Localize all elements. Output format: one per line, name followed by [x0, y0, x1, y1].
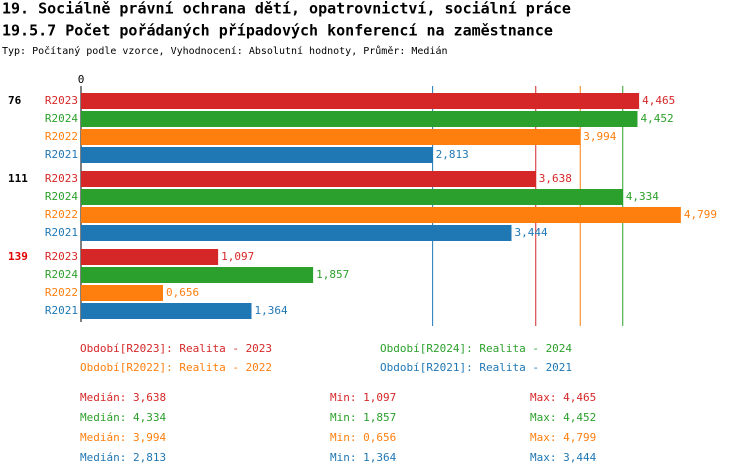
bar	[81, 285, 163, 301]
stat-label: Min: 1,097	[330, 391, 396, 404]
stat-label: Medián: 2,813	[80, 451, 166, 464]
chart-note: Typ: Počítaný podle vzorce, Vyhodnocení:…	[2, 45, 448, 57]
value-label: 1,097	[221, 250, 254, 263]
stat-label: Max: 4,465	[530, 391, 596, 404]
bar	[81, 207, 681, 223]
x-tick-label: 0	[78, 73, 85, 86]
series-label: R2024	[45, 112, 78, 125]
series-label: R2023	[45, 94, 78, 107]
value-label: 4,465	[642, 94, 675, 107]
bar	[81, 267, 314, 283]
series-label: R2022	[45, 286, 78, 299]
value-label: 3,994	[583, 130, 616, 143]
value-label: 4,452	[641, 112, 674, 125]
value-label: 0,656	[166, 286, 199, 299]
stat-label: Min: 0,656	[330, 431, 396, 444]
stat-label: Medián: 4,334	[80, 411, 166, 424]
bar	[81, 147, 433, 163]
legend-entry: Období[R2024]: Realita - 2024	[380, 342, 572, 355]
category-label: 76	[8, 94, 22, 107]
bar	[81, 93, 640, 109]
value-label: 1,364	[255, 304, 288, 317]
stat-label: Max: 4,799	[530, 431, 596, 444]
stat-label: Max: 3,444	[530, 451, 597, 464]
value-label: 2,813	[436, 148, 469, 161]
series-label: R2021	[45, 304, 78, 317]
legend-entry: Období[R2022]: Realita - 2022	[80, 361, 272, 374]
value-label: 3,638	[539, 172, 572, 185]
bar	[81, 171, 536, 187]
series-label: R2021	[45, 226, 78, 239]
value-label: 1,857	[316, 268, 349, 281]
series-label: R2024	[45, 268, 78, 281]
bar	[81, 189, 623, 205]
series-label: R2023	[45, 250, 78, 263]
chart-subtitle: 19.5.7 Počet pořádaných případových konf…	[2, 22, 553, 40]
stat-label: Max: 4,452	[530, 411, 596, 424]
series-label: R2024	[45, 190, 78, 203]
category-label: 139	[8, 250, 28, 263]
stat-label: Min: 1,857	[330, 411, 396, 424]
bar	[81, 129, 581, 145]
bar	[81, 111, 638, 127]
bar	[81, 225, 512, 241]
stat-label: Medián: 3,994	[80, 431, 166, 444]
series-label: R2023	[45, 172, 78, 185]
bar	[81, 303, 252, 319]
chart-title: 19. Sociálně právní ochrana dětí, opatro…	[2, 0, 571, 18]
series-label: R2022	[45, 130, 78, 143]
category-label: 111	[8, 172, 28, 185]
legend-entry: Období[R2023]: Realita - 2023	[80, 342, 272, 355]
value-label: 3,444	[515, 226, 548, 239]
legend-entry: Období[R2021]: Realita - 2021	[380, 361, 572, 374]
stat-label: Min: 1,364	[330, 451, 397, 464]
stat-label: Medián: 3,638	[80, 391, 166, 404]
value-label: 4,334	[626, 190, 659, 203]
bar	[81, 249, 219, 265]
value-label: 4,799	[684, 208, 717, 221]
series-label: R2022	[45, 208, 78, 221]
series-label: R2021	[45, 148, 78, 161]
